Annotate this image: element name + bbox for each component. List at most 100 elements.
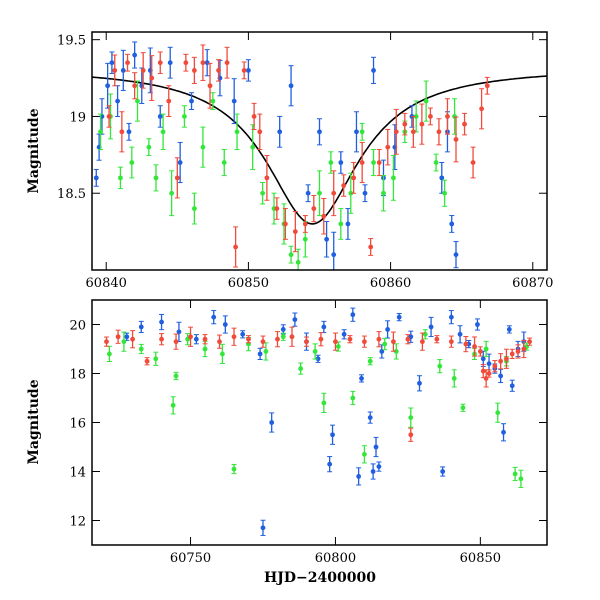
data-point bbox=[174, 175, 180, 181]
y-tick-label: 19 bbox=[69, 110, 86, 125]
data-point bbox=[177, 160, 183, 165]
data-point bbox=[391, 339, 396, 345]
data-point bbox=[419, 339, 425, 345]
data-point bbox=[246, 67, 251, 73]
bottom-tick-labels: 60750 60800 60850 12 14 16 18 20 bbox=[69, 319, 501, 567]
data-point bbox=[396, 314, 402, 320]
data-point bbox=[280, 327, 286, 332]
data-point bbox=[448, 339, 454, 345]
data-point bbox=[351, 175, 357, 181]
bottom-plot-frame bbox=[91, 299, 548, 546]
data-point bbox=[408, 432, 414, 438]
data-point bbox=[453, 137, 459, 142]
data-point bbox=[492, 363, 498, 369]
y-tick-label: 18.5 bbox=[57, 187, 86, 202]
top-points-layer bbox=[93, 41, 490, 270]
data-point bbox=[410, 129, 416, 135]
bottom-ticks bbox=[92, 300, 547, 545]
data-point bbox=[362, 451, 367, 457]
top-plot-frame bbox=[91, 31, 548, 271]
x-tick-label: 60850 bbox=[460, 551, 501, 566]
data-point bbox=[393, 129, 399, 135]
data-point bbox=[173, 339, 179, 345]
data-point bbox=[457, 331, 463, 337]
data-point bbox=[428, 324, 434, 330]
data-point bbox=[413, 114, 419, 119]
x-tick-label: 60750 bbox=[170, 551, 211, 566]
model-curve bbox=[92, 75, 547, 225]
data-point bbox=[376, 160, 382, 165]
data-point bbox=[220, 351, 225, 357]
data-point bbox=[356, 474, 362, 479]
data-point bbox=[170, 402, 176, 408]
data-point bbox=[202, 336, 208, 342]
y-tick-label: 12 bbox=[69, 515, 86, 530]
data-point bbox=[211, 314, 217, 320]
data-point bbox=[231, 334, 237, 340]
data-point bbox=[98, 129, 103, 135]
data-point bbox=[370, 469, 376, 474]
data-point bbox=[480, 356, 486, 362]
data-point bbox=[515, 349, 521, 354]
series-1 bbox=[98, 80, 458, 270]
data-point bbox=[191, 206, 197, 211]
data-point bbox=[269, 420, 275, 425]
data-point bbox=[234, 129, 240, 135]
data-point bbox=[251, 114, 257, 119]
data-point bbox=[321, 213, 327, 219]
data-point bbox=[367, 358, 373, 364]
y-tick-label: 16 bbox=[69, 417, 86, 432]
data-point bbox=[354, 129, 359, 135]
data-point bbox=[402, 121, 408, 127]
data-point bbox=[292, 229, 298, 235]
data-point bbox=[382, 341, 388, 347]
data-point bbox=[498, 373, 504, 379]
data-point bbox=[462, 121, 467, 127]
x-tick-label: 60850 bbox=[228, 276, 269, 291]
top-panel: 60840 60850 60860 60870 18.5 19 19.5 Magnitude bbox=[26, 31, 553, 291]
data-point bbox=[512, 471, 518, 477]
data-point bbox=[263, 349, 269, 354]
bottom-points-layer bbox=[103, 307, 533, 536]
data-point bbox=[200, 60, 206, 66]
data-point bbox=[188, 334, 193, 340]
data-point bbox=[385, 144, 391, 150]
data-point bbox=[501, 429, 506, 435]
data-point bbox=[442, 190, 448, 196]
y-tick-label: 19.5 bbox=[57, 34, 86, 49]
data-point bbox=[216, 67, 221, 73]
data-point bbox=[274, 206, 280, 211]
data-point bbox=[359, 129, 365, 135]
data-point bbox=[132, 83, 138, 89]
data-point bbox=[264, 175, 270, 181]
data-point bbox=[130, 336, 135, 342]
data-point bbox=[257, 351, 263, 357]
data-point bbox=[509, 383, 515, 389]
data-point bbox=[318, 336, 324, 342]
data-point bbox=[436, 129, 442, 135]
data-point bbox=[260, 190, 266, 196]
data-point bbox=[350, 395, 356, 401]
data-point bbox=[304, 339, 309, 345]
data-point bbox=[324, 236, 330, 242]
data-point bbox=[138, 324, 144, 330]
top-ticks bbox=[92, 32, 547, 270]
data-point bbox=[106, 114, 112, 119]
data-point bbox=[362, 339, 367, 345]
series-0 bbox=[93, 41, 459, 270]
data-point bbox=[470, 160, 476, 165]
data-point bbox=[439, 175, 445, 181]
data-point bbox=[295, 259, 301, 265]
data-point bbox=[153, 175, 159, 181]
data-point bbox=[440, 469, 446, 474]
data-point bbox=[460, 405, 466, 411]
data-point bbox=[483, 346, 489, 352]
data-point bbox=[341, 183, 347, 188]
data-point bbox=[449, 221, 455, 227]
data-point bbox=[166, 98, 172, 104]
data-point bbox=[379, 349, 385, 354]
data-point bbox=[331, 190, 337, 196]
data-point bbox=[153, 356, 159, 362]
data-point bbox=[257, 129, 263, 135]
data-point bbox=[217, 339, 222, 345]
